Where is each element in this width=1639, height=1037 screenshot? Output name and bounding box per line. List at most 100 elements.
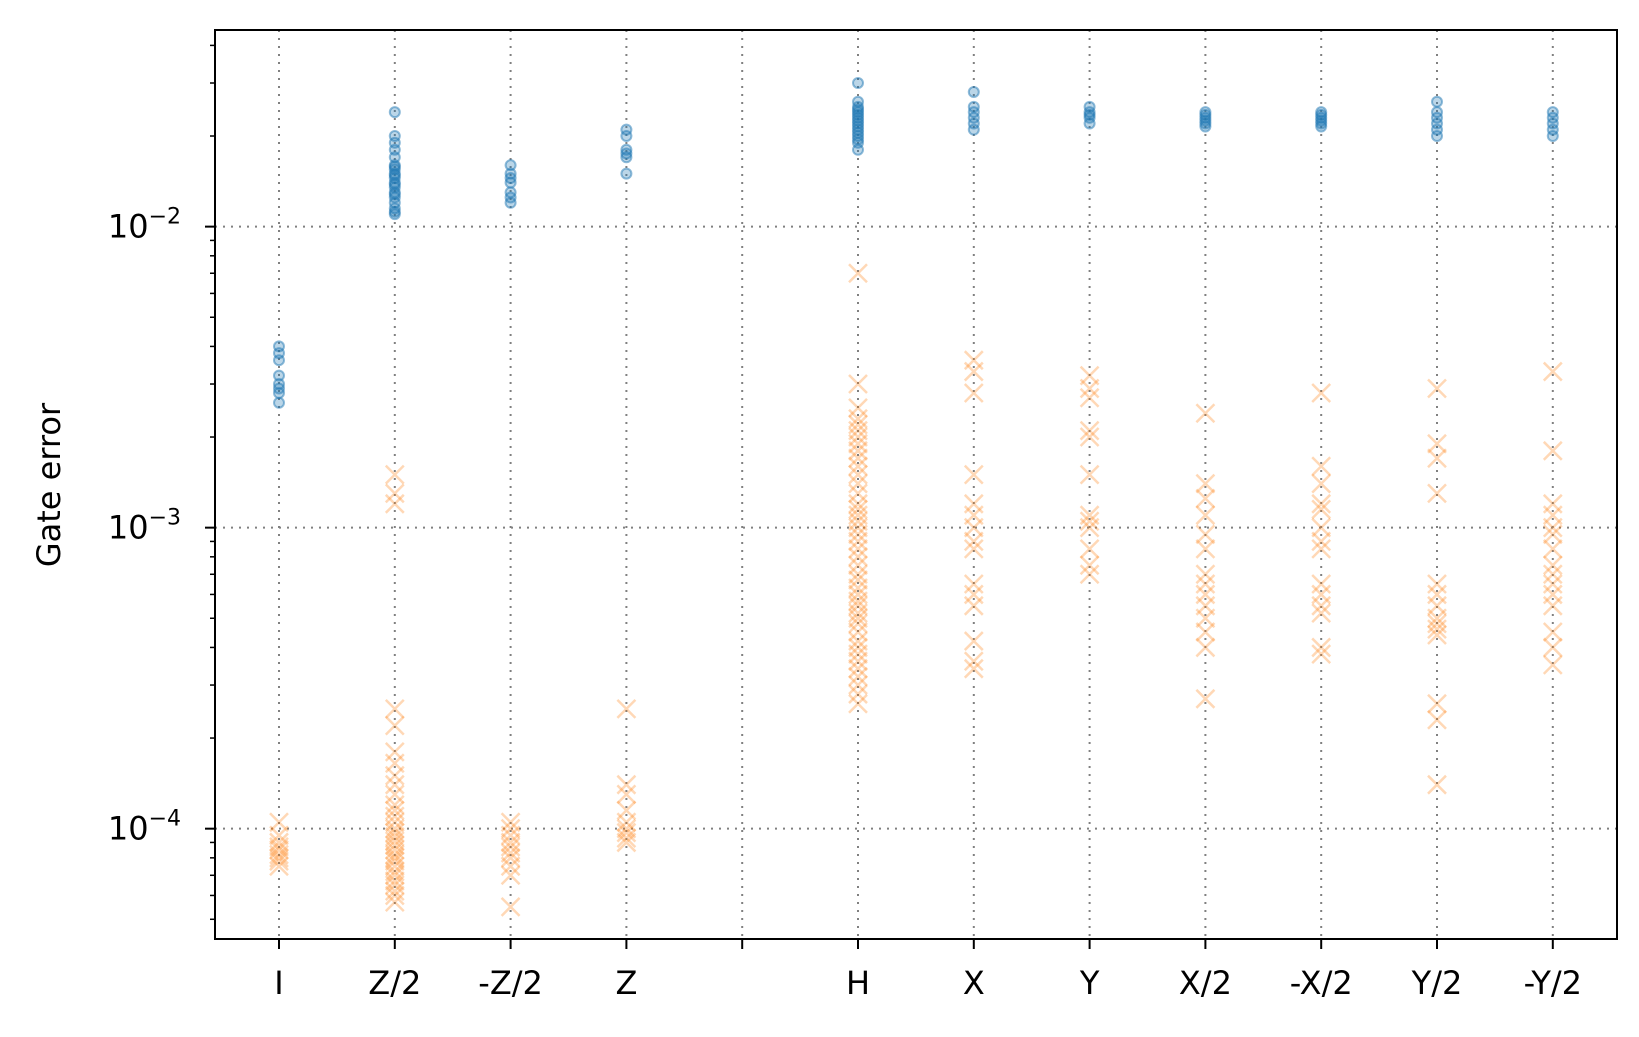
data-point-cross bbox=[848, 675, 868, 695]
y-tick-label: 10−3 bbox=[108, 506, 181, 547]
data-point-circle bbox=[504, 176, 517, 189]
data-point-cross bbox=[848, 613, 868, 634]
data-point-cross bbox=[848, 473, 868, 494]
data-point-cross bbox=[848, 644, 868, 665]
data-point-cross bbox=[1542, 493, 1563, 514]
data-point-cross bbox=[500, 896, 521, 917]
data-point-cross bbox=[1427, 378, 1447, 399]
data-point-cross bbox=[500, 812, 521, 833]
data-point-cross bbox=[1079, 365, 1100, 386]
data-point-circle bbox=[620, 167, 633, 180]
data-point-cross bbox=[1542, 584, 1563, 605]
x-tick-label: H bbox=[846, 964, 870, 1002]
data-point-cross bbox=[1542, 440, 1563, 461]
data-point-cross bbox=[1311, 603, 1332, 624]
data-point-cross bbox=[384, 698, 405, 719]
data-point-cross bbox=[269, 856, 289, 877]
data-point-circle bbox=[273, 369, 285, 382]
x-tick-label: Z/2 bbox=[368, 964, 421, 1002]
data-point-cross bbox=[384, 826, 405, 847]
data-point-cross bbox=[384, 835, 405, 856]
data-point-cross bbox=[963, 493, 984, 514]
data-point-cross bbox=[848, 666, 868, 687]
data-point-cross bbox=[848, 433, 868, 454]
data-point-cross bbox=[384, 885, 405, 906]
data-point-cross bbox=[1079, 420, 1100, 441]
data-point-cross bbox=[1311, 584, 1332, 605]
data-point-cross bbox=[384, 875, 405, 895]
data-point-cross bbox=[848, 693, 868, 714]
data-point-cross bbox=[963, 383, 984, 403]
data-point-cross bbox=[384, 847, 405, 868]
data-point-cross bbox=[500, 856, 521, 877]
data-point-cross bbox=[384, 856, 405, 877]
data-point-cross bbox=[1079, 564, 1100, 585]
data-point-cross bbox=[269, 812, 289, 833]
data-point-cross bbox=[616, 832, 637, 853]
x-tick-label: X/2 bbox=[1179, 964, 1232, 1002]
data-point-cross bbox=[848, 374, 868, 394]
data-point-cross bbox=[616, 800, 637, 821]
data-point-cross bbox=[848, 570, 868, 590]
data-point-cross bbox=[1427, 619, 1447, 640]
data-point-cross bbox=[848, 637, 868, 658]
data-point-cross bbox=[848, 531, 868, 552]
data-point-cross bbox=[384, 831, 405, 851]
grid-layer bbox=[215, 30, 1617, 939]
data-point-circle bbox=[273, 387, 285, 400]
data-point-cross bbox=[1079, 539, 1100, 559]
data-point-circle bbox=[1083, 117, 1096, 130]
data-point-cross bbox=[1542, 564, 1563, 585]
data-point-circle bbox=[273, 396, 285, 409]
data-point-cross bbox=[1542, 655, 1563, 675]
data-point-cross bbox=[269, 836, 289, 857]
data-point-circle bbox=[388, 160, 401, 173]
data-point-cross bbox=[1195, 403, 1216, 424]
x-tick-label: X bbox=[963, 964, 985, 1002]
data-point-cross bbox=[848, 440, 868, 461]
data-point-cross bbox=[848, 546, 868, 567]
y-tick-label: 10−2 bbox=[108, 205, 181, 246]
data-point-cross bbox=[848, 397, 868, 418]
data-point-cross bbox=[384, 851, 405, 872]
data-point-cross bbox=[1079, 555, 1100, 576]
data-point-cross bbox=[848, 524, 868, 545]
data-point-cross bbox=[848, 505, 868, 526]
data-point-cross bbox=[848, 631, 868, 651]
data-point-circle bbox=[967, 86, 980, 99]
data-point-cross bbox=[848, 564, 868, 585]
data-point-cross bbox=[384, 741, 405, 762]
data-point-cross bbox=[384, 861, 405, 882]
data-point-circle bbox=[388, 205, 401, 218]
data-point-circle bbox=[1315, 120, 1328, 133]
data-point-cross bbox=[1311, 517, 1332, 538]
data-point-cross bbox=[1311, 493, 1332, 514]
data-point-cross bbox=[1427, 613, 1447, 634]
data-point-cross bbox=[384, 493, 405, 514]
data-point-cross bbox=[1195, 637, 1216, 658]
data-point-cross bbox=[1079, 517, 1100, 538]
data-point-cross bbox=[384, 774, 405, 795]
data-point-cross bbox=[1427, 448, 1447, 469]
data-point-cross bbox=[1079, 387, 1100, 408]
data-point-cross bbox=[500, 865, 521, 886]
data-point-cross bbox=[384, 784, 405, 805]
data-point-cross bbox=[848, 658, 868, 679]
data-point-cross bbox=[1542, 622, 1563, 642]
data-point-cross bbox=[1079, 505, 1100, 526]
data-point-circle bbox=[620, 151, 633, 164]
data-point-cross bbox=[1542, 555, 1563, 576]
data-point-cross bbox=[500, 843, 521, 863]
data-point-cross bbox=[848, 420, 868, 441]
data-point-cross bbox=[384, 753, 405, 774]
data-point-cross bbox=[1311, 456, 1332, 477]
data-point-cross bbox=[1079, 464, 1100, 485]
data-point-cross bbox=[963, 651, 984, 672]
data-point-cross bbox=[1195, 584, 1216, 605]
data-point-cross bbox=[1427, 574, 1447, 594]
data-point-cross bbox=[848, 414, 868, 435]
data-point-circle bbox=[1199, 120, 1212, 133]
data-point-cross bbox=[1311, 539, 1332, 559]
